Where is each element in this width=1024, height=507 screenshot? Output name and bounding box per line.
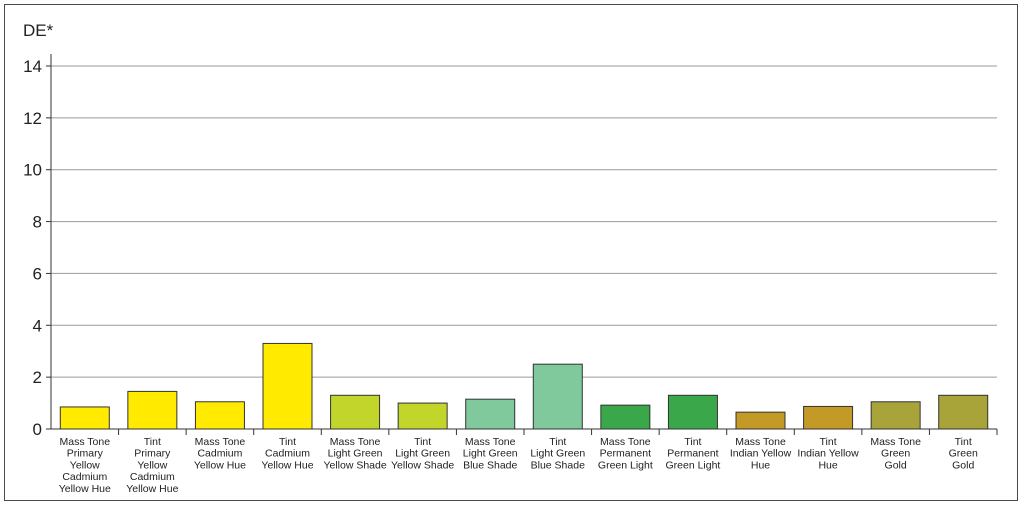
x-category-label: Tint Light Green Blue Shade [530,436,585,471]
bar [735,411,786,430]
y-axis-title: DE* [23,21,54,40]
x-category-label: Mass Tone Permanent Green Light [598,436,653,471]
x-category-label: Mass Tone Indian Yellow Hue [730,436,792,471]
y-tick-label: 4 [33,316,42,335]
bar [262,342,313,430]
x-category-label: Mass Tone Primary Yellow Cadmium Yellow Hue [59,436,111,495]
bar [870,401,921,430]
y-tick-label: 10 [23,161,42,180]
bar [330,394,381,430]
gridlines [51,65,997,378]
bar [127,390,178,430]
x-category-label: Tint Green Gold [949,436,978,471]
x-category-label: Tint Cadmium Yellow Hue [261,436,313,471]
bar [600,404,651,430]
bar [532,363,583,430]
x-category-label: Mass Tone Light Green Blue Shade [463,436,518,471]
y-tick-label: 12 [23,109,42,128]
y-tick-label: 0 [33,420,42,439]
y-tick-label: 8 [33,213,42,232]
x-category-label: Tint Indian Yellow Hue [797,436,859,471]
x-category-label: Mass Tone Cadmium Yellow Hue [194,436,246,471]
x-category-label: Tint Light Green Yellow Shade [391,436,454,471]
bar [803,405,854,430]
x-category-label: Mass Tone Light Green Yellow Shade [323,436,386,471]
x-category-label: Mass Tone Green Gold [870,436,921,471]
y-axis-ticks: 0 2 4 6 8 10 12 14 [23,57,51,439]
y-tick-label: 2 [33,368,42,387]
bar [465,398,516,430]
bars [59,342,989,430]
y-tick-label: 6 [33,264,42,283]
x-category-label: Tint Permanent Green Light [665,436,720,471]
bar [667,394,718,430]
bar [397,402,448,430]
bar [194,401,245,430]
bar [938,394,989,430]
bar [59,406,110,430]
x-category-label: Tint Primary Yellow Cadmium Yellow Hue [126,436,178,495]
y-tick-label: 14 [23,57,42,76]
x-axis-labels: Mass Tone Primary Yellow Cadmium Yellow Hue T… [59,429,998,495]
